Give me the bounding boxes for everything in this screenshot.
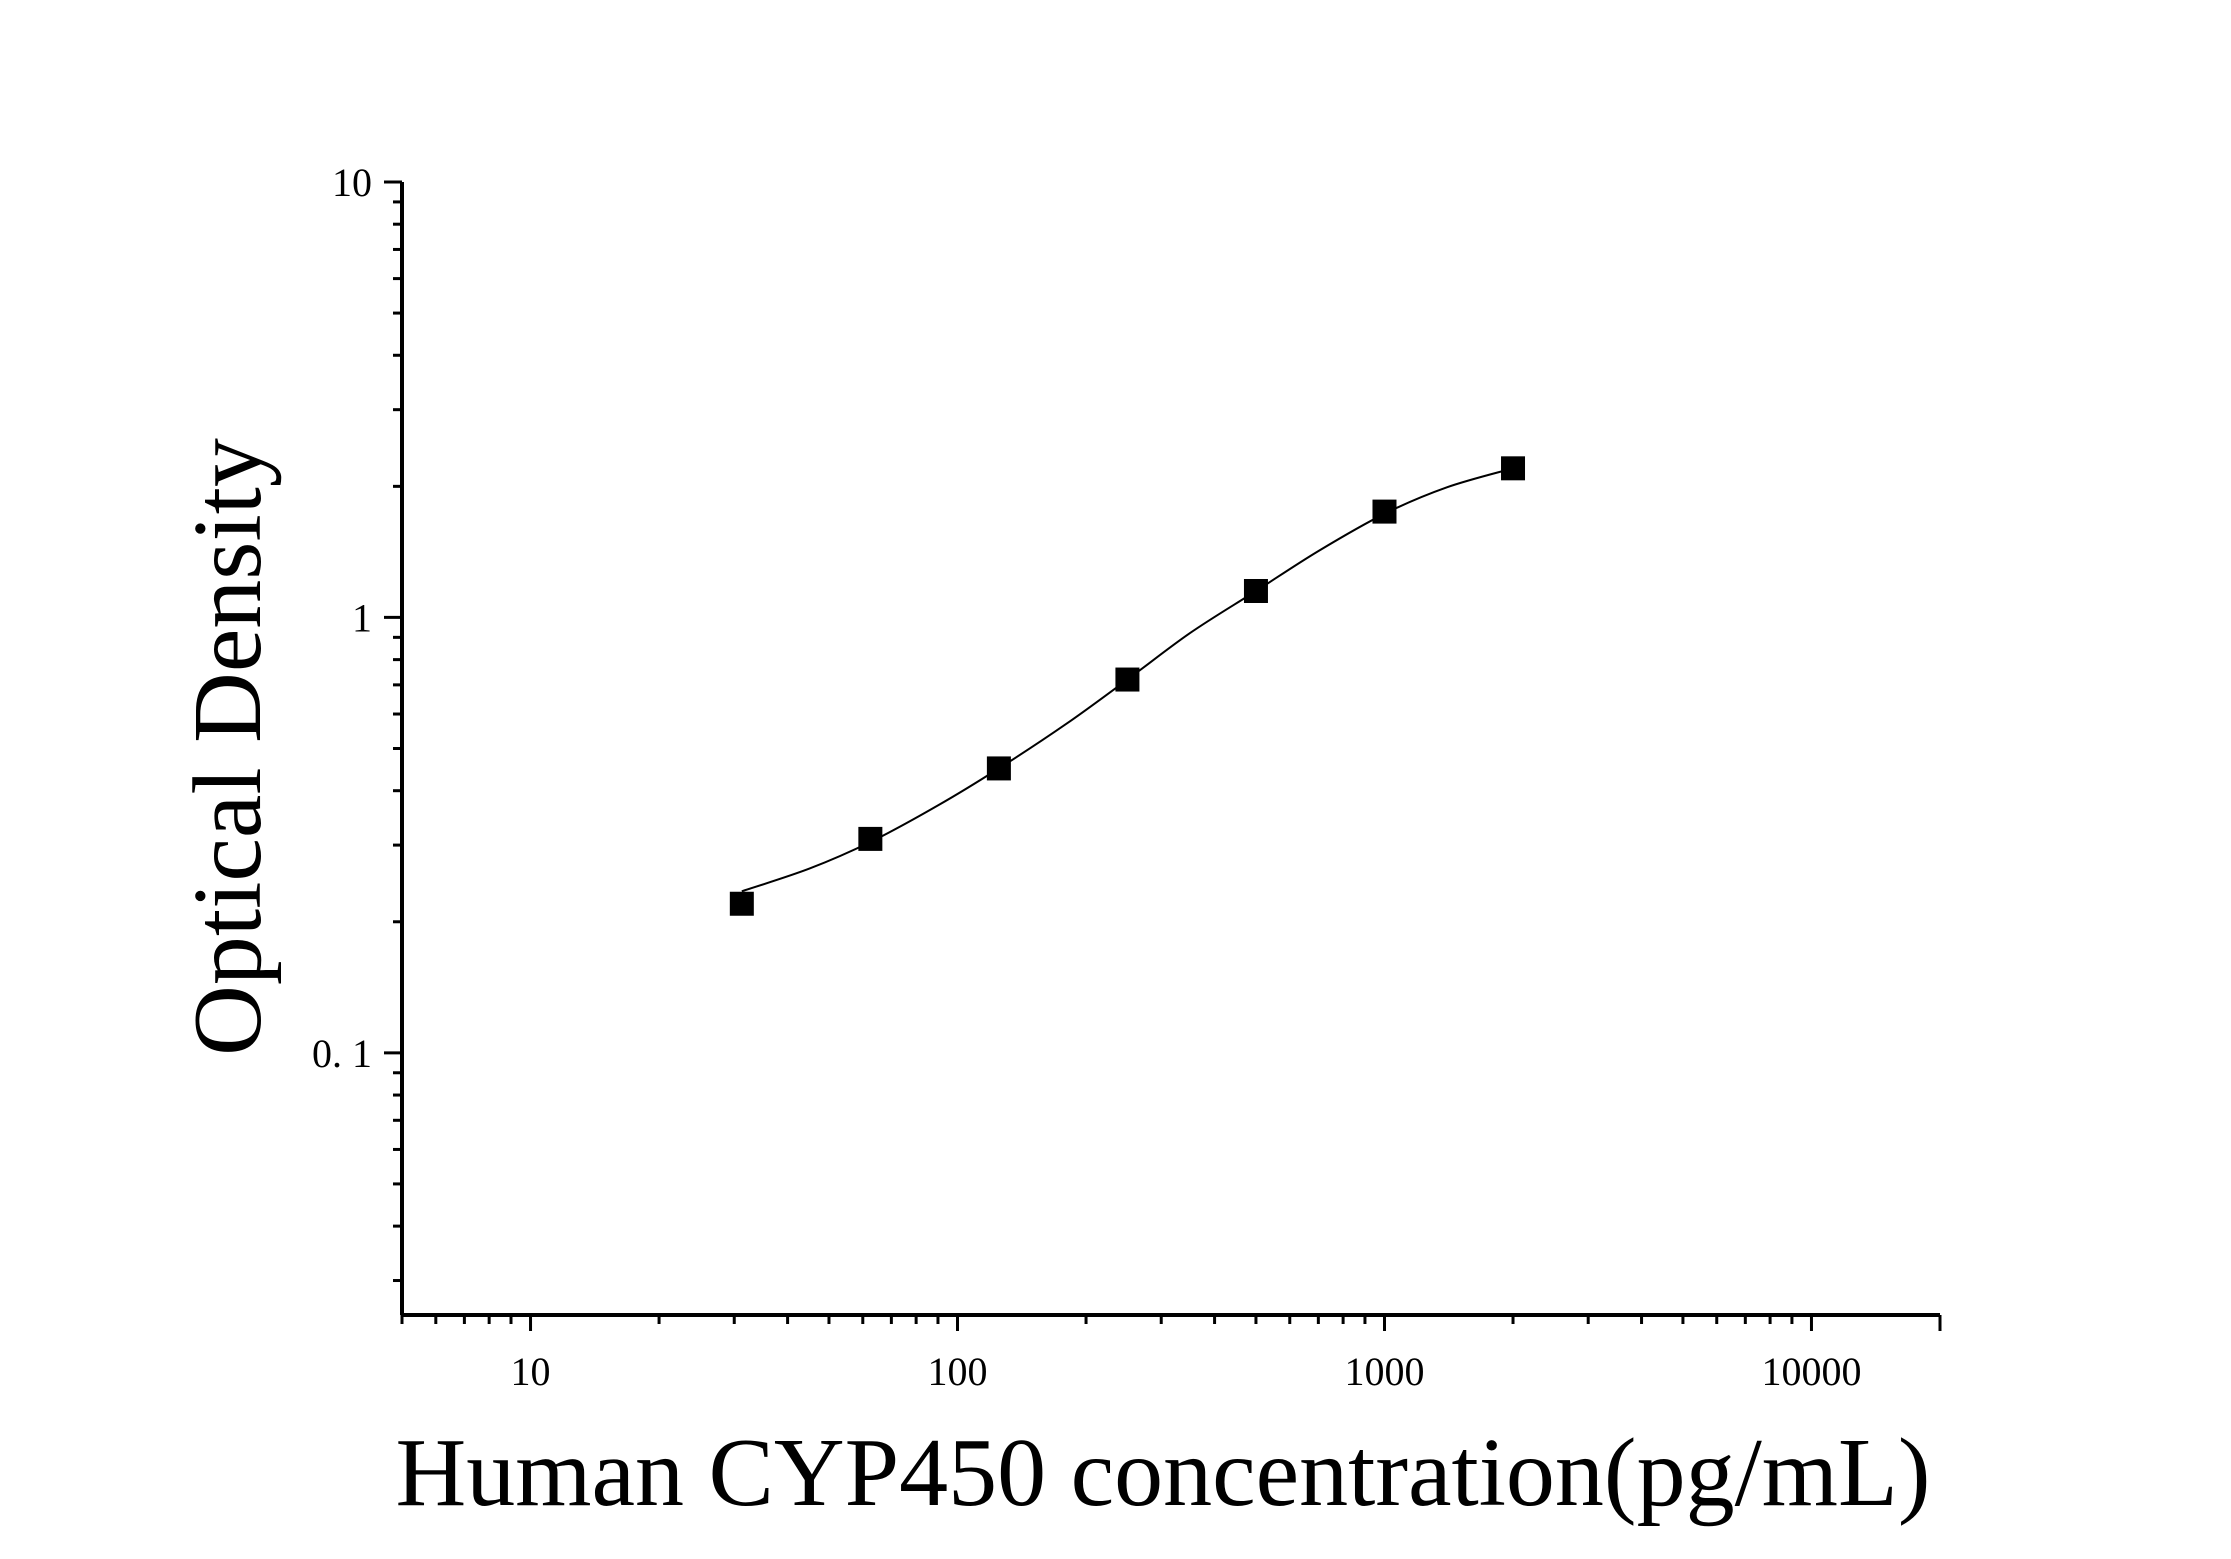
data-point-marker <box>1372 499 1397 524</box>
axes: 10 100 1000 10000 10 1 0. 1 <box>312 160 1942 1394</box>
y-tick-label: 0. 1 <box>312 1031 372 1076</box>
data-point-marker <box>986 756 1011 781</box>
y-tick-label: 10 <box>332 160 372 205</box>
data-point-marker <box>1243 578 1268 603</box>
data-point-marker <box>1115 667 1140 692</box>
data-point-marker <box>858 826 883 851</box>
y-tick-label: 1 <box>352 595 372 640</box>
data-points <box>729 456 1526 916</box>
x-tick-label: 10000 <box>1761 1349 1861 1394</box>
x-tick-label: 10 <box>511 1349 551 1394</box>
data-point-marker <box>729 891 754 916</box>
data-point-marker <box>1501 456 1526 481</box>
x-axis-title: Human CYP450 concentration(pg/mL) <box>395 1419 1930 1527</box>
x-tick-label: 100 <box>928 1349 988 1394</box>
x-tick-label: 1000 <box>1344 1349 1424 1394</box>
y-axis-title: Optical Density <box>174 438 282 1056</box>
